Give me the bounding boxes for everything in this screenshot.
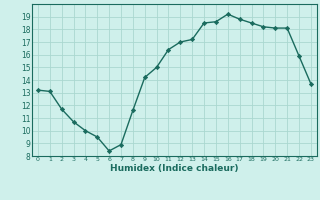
X-axis label: Humidex (Indice chaleur): Humidex (Indice chaleur) [110, 164, 239, 173]
